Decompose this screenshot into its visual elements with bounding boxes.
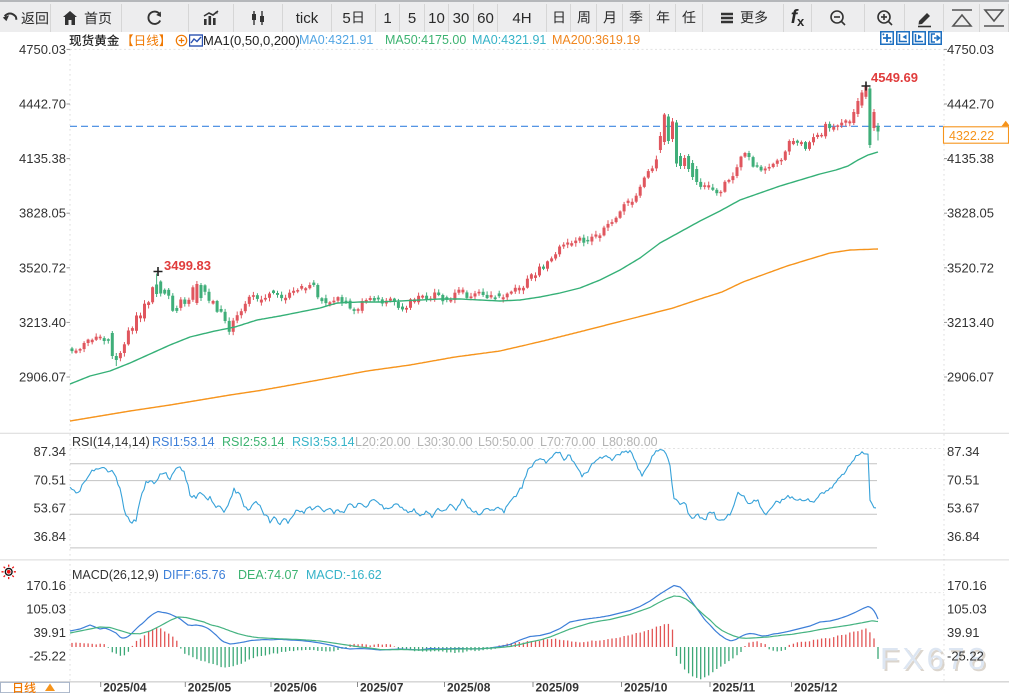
svg-text:105.03: 105.03 (26, 602, 66, 617)
svg-text:3828.05: 3828.05 (19, 206, 66, 221)
svg-text:2025/04: 2025/04 (103, 681, 147, 693)
svg-text:2025/12: 2025/12 (794, 681, 838, 693)
svg-text:39.91: 39.91 (947, 625, 980, 640)
svg-text:FX678: FX678 (882, 643, 991, 678)
svg-text:-25.22: -25.22 (29, 648, 66, 663)
svg-text:87.34: 87.34 (33, 444, 66, 459)
svg-text:4322.22: 4322.22 (949, 129, 994, 143)
svg-text:87.34: 87.34 (947, 444, 980, 459)
svg-text:FX678: FX678 (880, 641, 989, 676)
svg-text:4442.70: 4442.70 (947, 97, 994, 112)
svg-text:2025/11: 2025/11 (713, 681, 756, 693)
svg-text:39.91: 39.91 (33, 625, 66, 640)
svg-text:2906.07: 2906.07 (947, 370, 994, 385)
svg-text:3520.72: 3520.72 (947, 260, 994, 275)
svg-text:3499.83: 3499.83 (164, 258, 211, 273)
svg-text:4442.70: 4442.70 (19, 97, 66, 112)
svg-text:170.16: 170.16 (26, 578, 66, 593)
svg-text:4135.38: 4135.38 (19, 151, 66, 166)
svg-text:-25.22: -25.22 (947, 648, 984, 663)
svg-text:2025/06: 2025/06 (274, 681, 318, 693)
svg-text:3520.72: 3520.72 (19, 260, 66, 275)
svg-text:36.84: 36.84 (33, 529, 66, 544)
svg-text:2025/09: 2025/09 (536, 681, 580, 693)
svg-text:53.67: 53.67 (33, 501, 66, 516)
svg-text:36.84: 36.84 (947, 529, 980, 544)
svg-text:4135.38: 4135.38 (947, 151, 994, 166)
svg-text:70.51: 70.51 (33, 472, 66, 487)
svg-text:53.67: 53.67 (947, 501, 980, 516)
svg-text:4750.03: 4750.03 (947, 42, 994, 57)
svg-text:2025/08: 2025/08 (447, 681, 491, 693)
svg-text:105.03: 105.03 (947, 602, 987, 617)
svg-text:2025/05: 2025/05 (188, 681, 232, 693)
svg-text:4549.69: 4549.69 (871, 70, 918, 85)
svg-text:2025/07: 2025/07 (360, 681, 404, 693)
svg-text:2025/10: 2025/10 (624, 681, 668, 693)
svg-text:70.51: 70.51 (947, 472, 980, 487)
svg-text:170.16: 170.16 (947, 578, 987, 593)
svg-text:3828.05: 3828.05 (947, 206, 994, 221)
svg-text:2906.07: 2906.07 (19, 370, 66, 385)
svg-text:3213.40: 3213.40 (19, 315, 66, 330)
svg-text:4750.03: 4750.03 (19, 42, 66, 57)
svg-text:3213.40: 3213.40 (947, 315, 994, 330)
